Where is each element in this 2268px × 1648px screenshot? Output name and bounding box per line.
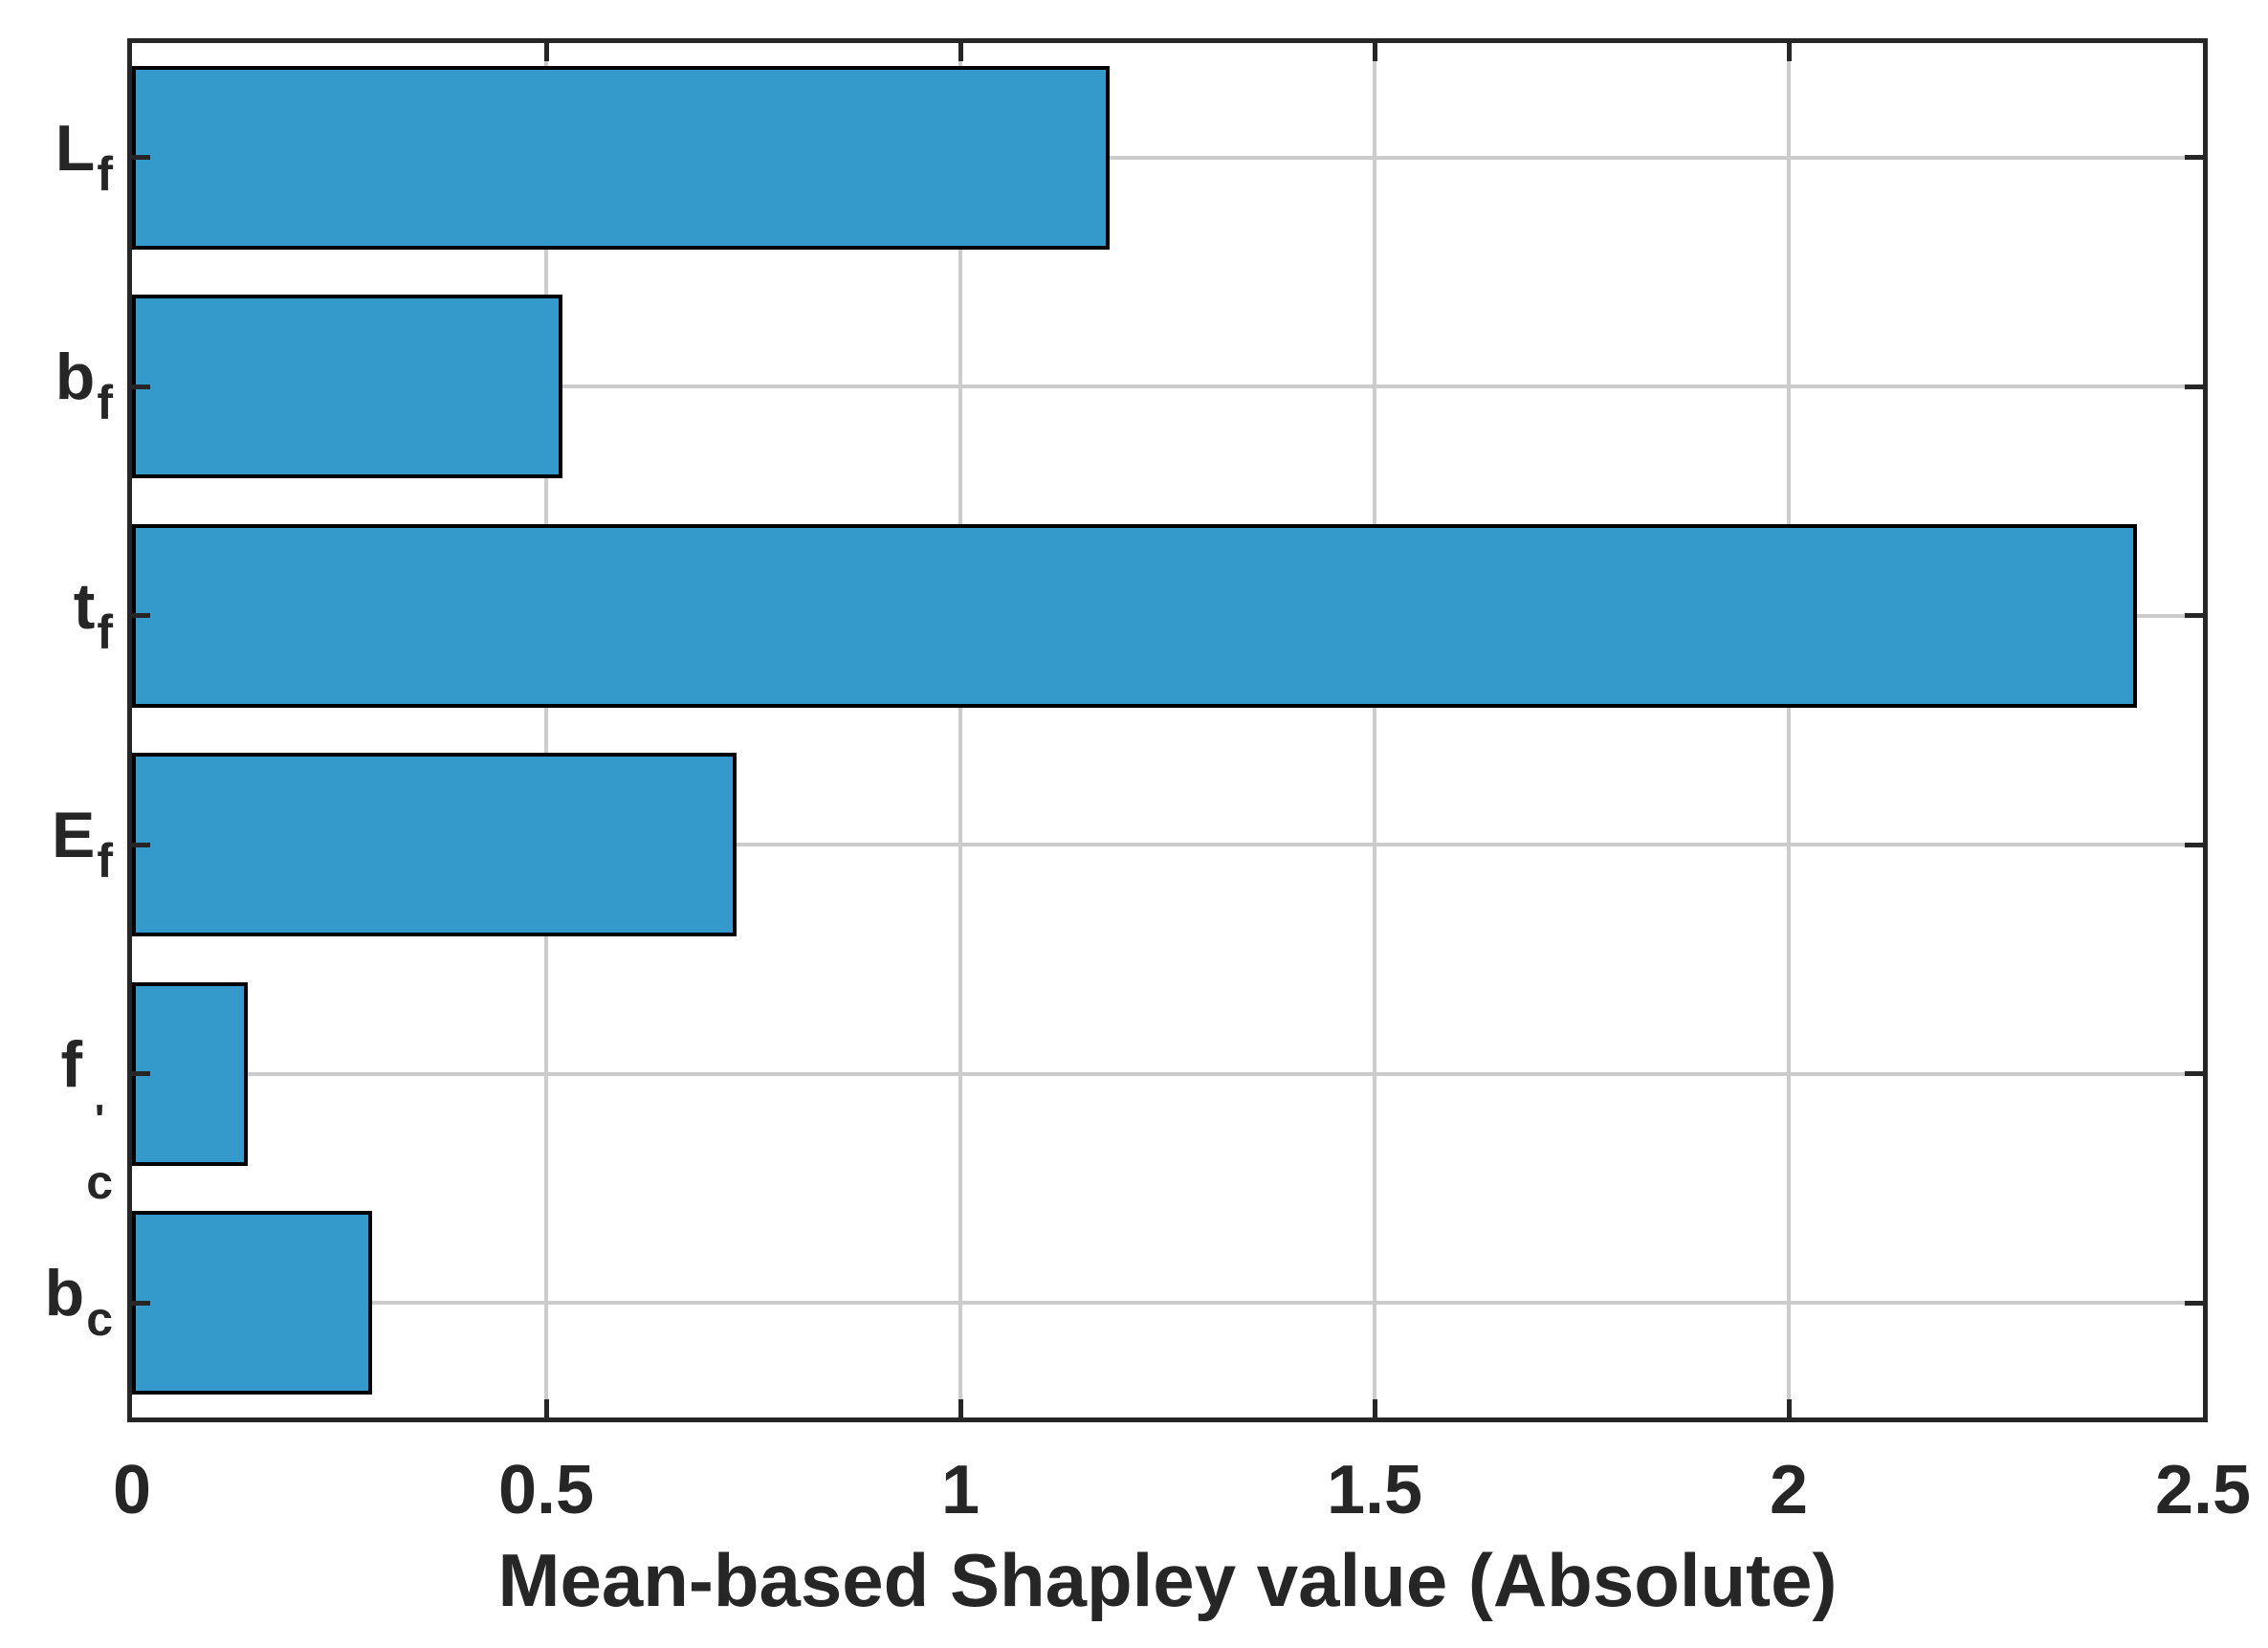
x-tick-mark: [1786, 43, 1792, 61]
x-tick-mark: [1372, 43, 1377, 61]
gridline-y-b_c: [132, 1301, 2203, 1306]
y-tick-mark: [132, 842, 150, 847]
x-tick-label-2.5: 2.5: [2154, 1452, 2252, 1528]
y-tick-mark: [132, 155, 150, 161]
y-label-base: L: [55, 111, 96, 185]
x-axis-label: Mean-based Shapley value (Absolute): [497, 1538, 1838, 1622]
y-label-sub: f: [97, 834, 113, 889]
y-label-base: b: [55, 341, 96, 414]
y-label-sub: f: [97, 146, 113, 201]
x-tick-label-1: 1: [940, 1452, 980, 1528]
x-tick-mark: [543, 1399, 549, 1417]
y-tick-mark: [132, 613, 150, 619]
gridline-x-0.5: [544, 43, 548, 1417]
gridline-x-1.5: [1373, 43, 1376, 1417]
y-tick-mark: [2185, 384, 2203, 389]
plot-area: [127, 38, 2208, 1422]
x-tick-label-0: 0: [112, 1452, 152, 1528]
y-tick-label-L_f: Lf: [0, 116, 113, 198]
x-tick-label-0.5: 0.5: [497, 1452, 595, 1528]
y-tick-label-b_f: bf: [0, 344, 113, 427]
y-tick-mark: [2185, 1300, 2203, 1306]
y-label-base: f: [60, 1027, 83, 1101]
bar-b_c: [132, 1211, 373, 1395]
y-tick-mark: [132, 1071, 150, 1077]
y-tick-mark: [2185, 1071, 2203, 1077]
gridline-y-E_f: [132, 843, 2203, 847]
y-label-prime-sub: ' c: [86, 1095, 113, 1210]
y-tick-mark: [132, 384, 150, 389]
y-tick-mark: [2185, 155, 2203, 161]
gridline-y-b_f: [132, 385, 2203, 389]
y-label-base: E: [51, 799, 96, 872]
y-label-sub: f: [97, 604, 113, 659]
y-label-base: b: [44, 1257, 85, 1330]
y-tick-mark: [2185, 613, 2203, 619]
gridline-y-f'_c: [132, 1071, 2203, 1076]
bar-E_f: [132, 753, 738, 937]
gridline-x-1: [958, 43, 962, 1417]
x-tick-mark: [1786, 1399, 1792, 1417]
x-tick-label-2: 2: [1769, 1452, 1809, 1528]
y-tick-label-t_f: tf: [0, 574, 113, 656]
y-label-base: t: [73, 569, 96, 643]
y-tick-mark: [132, 1300, 150, 1306]
y-label-sub: f: [97, 376, 113, 430]
x-tick-mark: [1372, 1399, 1377, 1417]
y-tick-mark: [2185, 842, 2203, 847]
x-tick-mark: [958, 43, 963, 61]
x-tick-mark: [958, 1399, 963, 1417]
x-tick-mark: [543, 43, 549, 61]
y-tick-label-b_c: bc: [0, 1261, 113, 1343]
y-tick-label-f'_c: f ' c: [0, 1032, 113, 1210]
gridline-x-2: [1787, 43, 1791, 1417]
bar-L_f: [132, 65, 1110, 250]
y-tick-label-E_f: Ef: [0, 802, 113, 885]
bar-b_f: [132, 295, 563, 479]
x-tick-label-1.5: 1.5: [1326, 1452, 1423, 1528]
bar-t_f: [132, 523, 2137, 708]
gridline-y-L_f: [132, 155, 2203, 160]
y-label-sub: c: [86, 1292, 113, 1347]
